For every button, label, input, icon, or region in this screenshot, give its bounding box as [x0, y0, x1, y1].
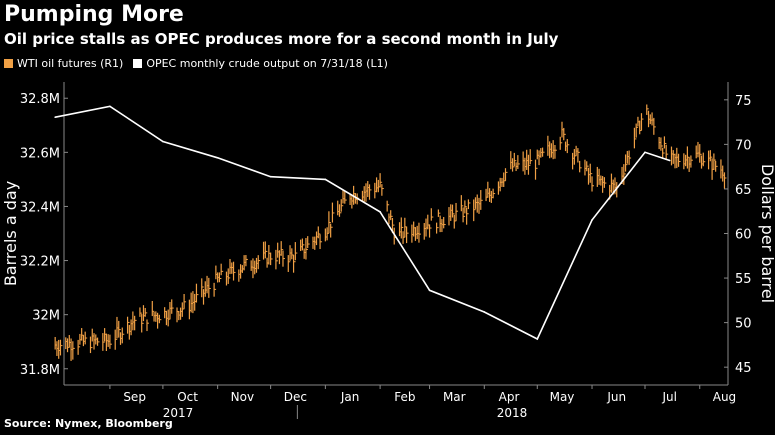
legend-swatch-wti [4, 59, 13, 68]
y-right-tick-label: 65 [735, 183, 752, 198]
opec-output-point [428, 289, 431, 292]
opec-output-point [483, 311, 486, 313]
y-right-tick-label: 50 [735, 317, 752, 332]
x-tick-label: Jan [340, 390, 360, 404]
x-tick-label: Feb [394, 390, 415, 404]
opec-output-line [55, 105, 670, 341]
y-left-tick-label: 32M [32, 309, 60, 324]
x-tick-label: Jun [606, 390, 626, 404]
opec-output-point [379, 211, 381, 213]
y-left-tick-label: 32.4M [20, 200, 60, 215]
opec-output-point [269, 175, 272, 178]
x-tick-label: Dec [284, 390, 307, 404]
x-tick-label: Apr [499, 390, 520, 404]
source-note: Source: Nymex, Bloomberg [4, 417, 173, 430]
x-tick-label: Aug [713, 390, 736, 404]
opec-output-point [591, 219, 593, 221]
x-tick-label: Sep [123, 390, 146, 404]
legend-swatch-opec [133, 59, 143, 68]
y-right-axis-label: Dollars per barrel [758, 164, 775, 303]
opec-output-point [536, 338, 539, 340]
wti-series [54, 104, 727, 361]
opec-output-point [109, 105, 111, 108]
legend-label-opec: OPEC monthly crude output on 7/31/18 (L1… [146, 57, 388, 70]
x-tick-label: Mar [443, 390, 466, 404]
chart-title: Pumping More [4, 2, 184, 27]
x-tick-label: May [550, 390, 575, 404]
x-tick-label: Nov [231, 390, 254, 404]
y-right-tick-label: 55 [735, 272, 752, 287]
x-tick-label: Oct [177, 390, 198, 404]
y-left-tick-label: 32.2M [20, 255, 60, 270]
legend: WTI oil futures (R1) OPEC monthly crude … [4, 57, 388, 70]
y-left-tick-label: 31.8M [20, 363, 60, 378]
opec-output-point [162, 140, 164, 143]
y-left-tick-label: 32.8M [20, 92, 60, 107]
legend-item-wti: WTI oil futures (R1) [4, 57, 123, 70]
opec-output-point [216, 156, 219, 159]
year-label-2017: 2017 [163, 406, 194, 420]
year-label-2018: 2018 [497, 406, 528, 420]
opec-output-point [644, 151, 646, 154]
y-right-tick-label: 70 [735, 138, 752, 153]
opec-output-point [668, 159, 671, 162]
y-left-tick-label: 32.6M [20, 146, 60, 161]
y-right-tick-label: 75 [735, 94, 752, 109]
y-right-tick-label: 60 [735, 228, 752, 243]
opec-output-point [54, 116, 56, 118]
y-left-axis-label: Barrels a day [1, 181, 20, 286]
opec-output-point [324, 178, 327, 181]
legend-label-wti: WTI oil futures (R1) [17, 57, 124, 70]
legend-item-opec: OPEC monthly crude output on 7/31/18 (L1… [133, 57, 388, 70]
x-tick-label: Jul [661, 390, 676, 404]
chart-subtitle: Oil price stalls as OPEC produces more f… [4, 30, 559, 48]
y-right-tick-label: 45 [735, 361, 752, 376]
